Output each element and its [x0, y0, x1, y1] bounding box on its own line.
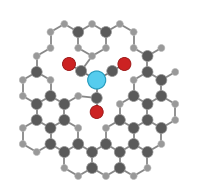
- Circle shape: [19, 140, 26, 147]
- Circle shape: [130, 77, 137, 84]
- Circle shape: [76, 66, 87, 77]
- Circle shape: [19, 77, 26, 84]
- Circle shape: [142, 146, 153, 157]
- Circle shape: [130, 29, 137, 36]
- Circle shape: [114, 163, 125, 174]
- Circle shape: [142, 98, 153, 109]
- Circle shape: [172, 116, 179, 123]
- Circle shape: [59, 115, 70, 125]
- Circle shape: [61, 164, 68, 171]
- Circle shape: [102, 173, 109, 180]
- Circle shape: [89, 20, 96, 28]
- Circle shape: [61, 20, 68, 28]
- Circle shape: [89, 53, 96, 60]
- Circle shape: [33, 53, 40, 60]
- Circle shape: [90, 105, 103, 119]
- Circle shape: [87, 163, 98, 174]
- Circle shape: [128, 139, 139, 149]
- Circle shape: [156, 91, 167, 101]
- Circle shape: [45, 91, 56, 101]
- Circle shape: [75, 92, 82, 99]
- Circle shape: [19, 92, 26, 99]
- Circle shape: [73, 139, 84, 149]
- Circle shape: [114, 146, 125, 157]
- Circle shape: [87, 146, 98, 157]
- Circle shape: [31, 115, 42, 125]
- Circle shape: [116, 20, 123, 28]
- Circle shape: [130, 44, 137, 51]
- Circle shape: [75, 44, 82, 51]
- Circle shape: [118, 57, 131, 70]
- Circle shape: [45, 139, 56, 149]
- Circle shape: [47, 77, 54, 84]
- Circle shape: [172, 68, 179, 75]
- Circle shape: [142, 50, 153, 61]
- Circle shape: [75, 125, 82, 132]
- Circle shape: [107, 66, 118, 77]
- Circle shape: [75, 173, 82, 180]
- Circle shape: [142, 67, 153, 77]
- Circle shape: [130, 173, 137, 180]
- Circle shape: [62, 57, 75, 70]
- Circle shape: [59, 98, 70, 109]
- Circle shape: [47, 44, 54, 51]
- Circle shape: [31, 98, 42, 109]
- Circle shape: [116, 101, 123, 108]
- Circle shape: [158, 44, 165, 51]
- Circle shape: [156, 122, 167, 133]
- Circle shape: [59, 146, 70, 157]
- Circle shape: [100, 26, 111, 37]
- Circle shape: [91, 92, 102, 104]
- Circle shape: [88, 71, 106, 89]
- Circle shape: [102, 125, 109, 132]
- Circle shape: [47, 29, 54, 36]
- Circle shape: [31, 67, 42, 77]
- Circle shape: [142, 115, 153, 125]
- Circle shape: [158, 140, 165, 147]
- Circle shape: [73, 26, 84, 37]
- Circle shape: [102, 44, 109, 51]
- Circle shape: [156, 74, 167, 85]
- Circle shape: [172, 101, 179, 108]
- Circle shape: [45, 122, 56, 133]
- Circle shape: [128, 91, 139, 101]
- Circle shape: [100, 139, 111, 149]
- Circle shape: [19, 125, 26, 132]
- Circle shape: [114, 115, 125, 125]
- Circle shape: [128, 122, 139, 133]
- Circle shape: [144, 164, 151, 171]
- Circle shape: [33, 149, 40, 156]
